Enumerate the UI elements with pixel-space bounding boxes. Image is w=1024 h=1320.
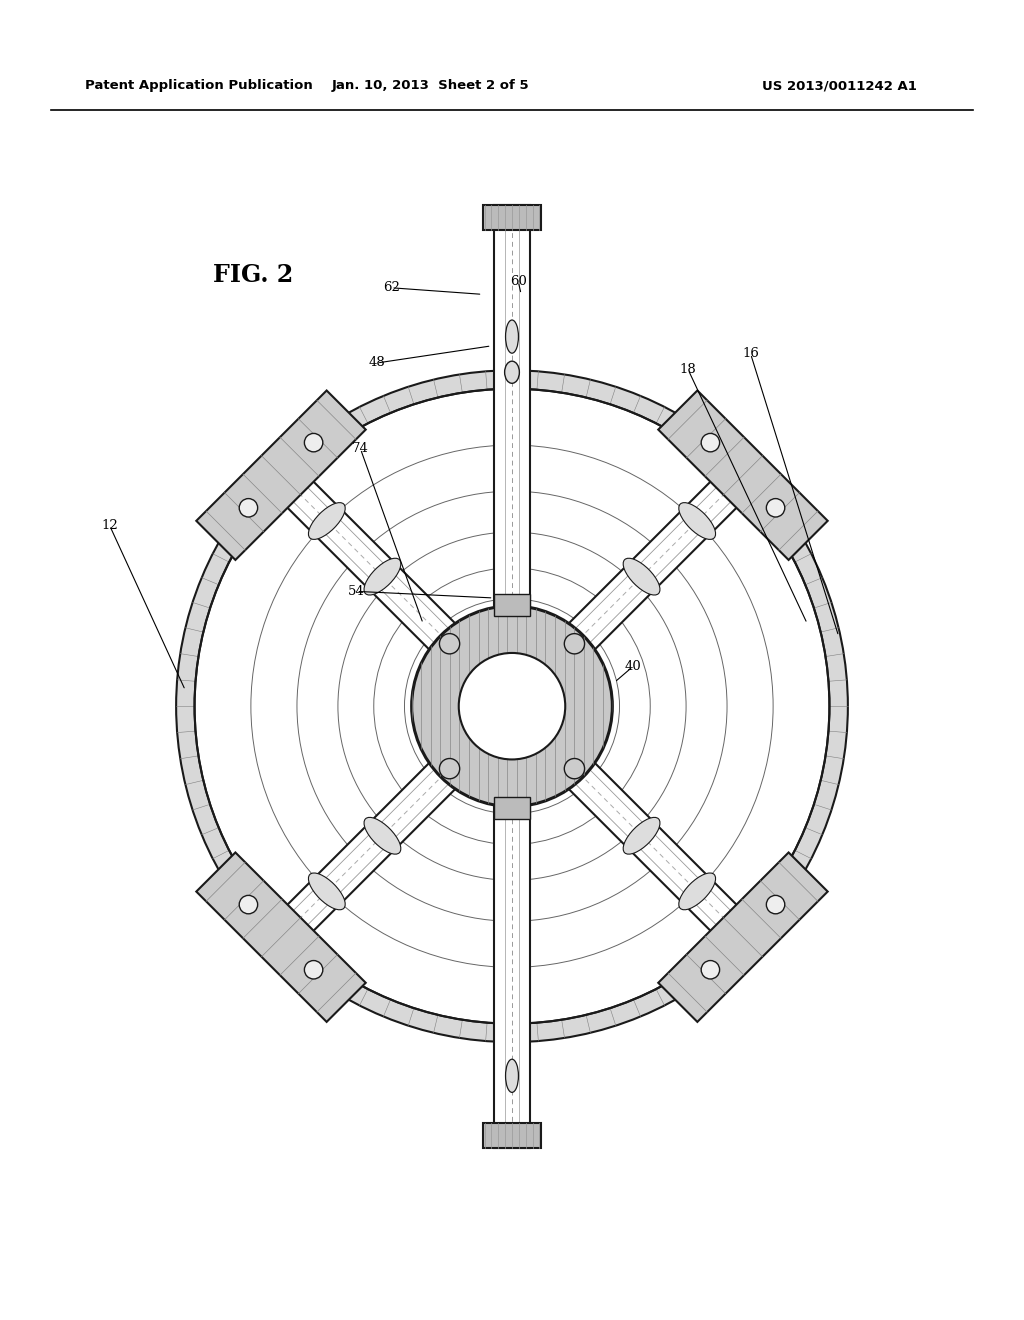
Bar (494, 797, 530, 818)
Ellipse shape (365, 558, 400, 595)
Ellipse shape (679, 873, 716, 909)
Text: 16: 16 (742, 347, 759, 360)
Ellipse shape (624, 558, 659, 595)
Text: 74: 74 (352, 442, 369, 455)
Text: Jan. 10, 2013  Sheet 2 of 5: Jan. 10, 2013 Sheet 2 of 5 (332, 79, 528, 92)
Circle shape (439, 634, 460, 653)
Ellipse shape (505, 362, 519, 383)
Polygon shape (268, 760, 458, 950)
Polygon shape (658, 853, 827, 1022)
Polygon shape (566, 462, 756, 652)
Text: 18: 18 (680, 363, 696, 376)
Circle shape (176, 371, 848, 1041)
Circle shape (701, 961, 720, 979)
Bar (482, 1122, 542, 1148)
Ellipse shape (506, 319, 518, 354)
Text: 48: 48 (369, 356, 385, 370)
Text: FIG. 2: FIG. 2 (213, 263, 293, 286)
Text: Patent Application Publication: Patent Application Publication (85, 79, 312, 92)
Circle shape (240, 499, 258, 517)
Bar (494, 205, 530, 1148)
Polygon shape (566, 760, 756, 950)
Circle shape (564, 634, 585, 653)
Polygon shape (268, 462, 458, 652)
Text: 40: 40 (625, 660, 641, 673)
Circle shape (766, 499, 784, 517)
Text: 60: 60 (510, 275, 526, 288)
Circle shape (195, 389, 829, 1023)
Text: US 2013/0011242 A1: US 2013/0011242 A1 (762, 79, 918, 92)
Text: 54: 54 (348, 585, 365, 598)
Polygon shape (658, 391, 827, 560)
Polygon shape (197, 391, 366, 560)
Ellipse shape (679, 503, 716, 540)
Ellipse shape (365, 817, 400, 854)
Ellipse shape (308, 503, 345, 540)
Bar (494, 594, 530, 615)
Circle shape (304, 961, 323, 979)
Bar (482, 205, 542, 231)
Circle shape (304, 433, 323, 451)
Circle shape (412, 606, 612, 807)
Text: 62: 62 (383, 281, 399, 294)
Circle shape (701, 433, 720, 451)
Ellipse shape (506, 1059, 518, 1093)
Circle shape (439, 759, 460, 779)
Text: 12: 12 (101, 519, 118, 532)
Circle shape (240, 895, 258, 913)
Ellipse shape (624, 817, 659, 854)
Ellipse shape (308, 873, 345, 909)
Circle shape (564, 759, 585, 779)
Circle shape (766, 895, 784, 913)
Polygon shape (197, 853, 366, 1022)
Circle shape (459, 653, 565, 759)
